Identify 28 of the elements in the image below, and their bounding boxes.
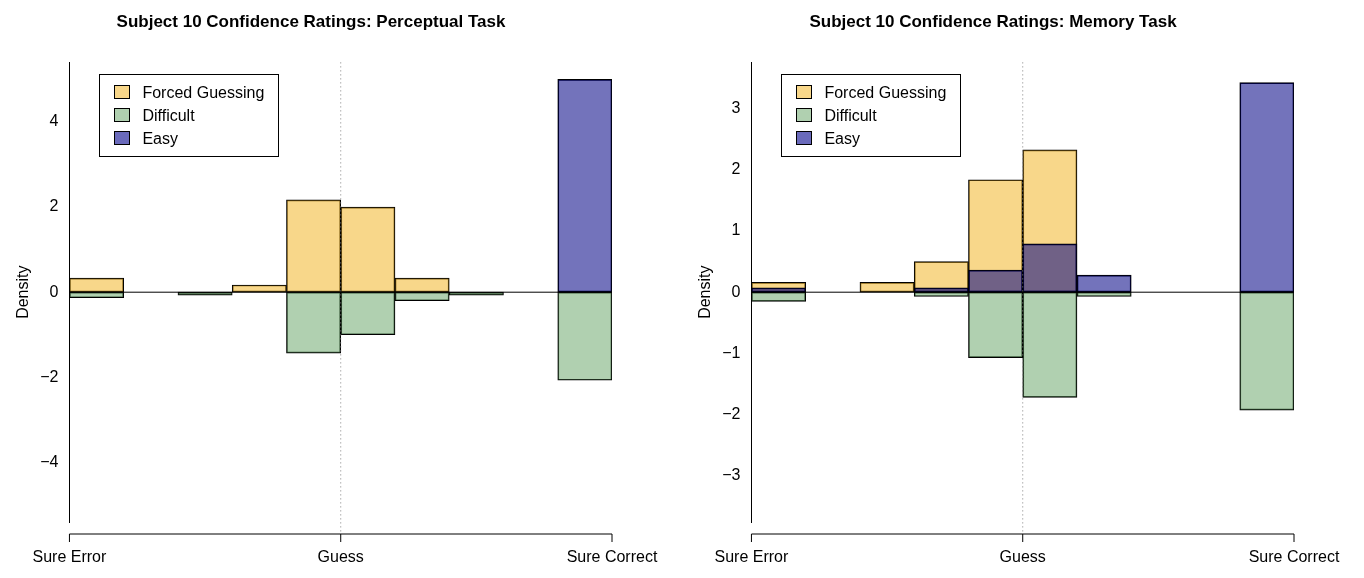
y-tick-label: 0	[49, 282, 59, 300]
y-tick-label: 2	[49, 197, 59, 215]
y-tick-label: 2	[731, 160, 741, 178]
text: Guess	[999, 548, 1046, 566]
y-tick-label: −2	[40, 367, 59, 385]
legend-label: Easy	[824, 130, 861, 148]
y-tick-label: 3	[731, 99, 741, 117]
legend-label: Difficult	[824, 107, 877, 125]
y-tick-label: −3	[722, 465, 741, 483]
legend-label: Forced Guessing	[142, 84, 265, 102]
text: Sure Correct	[1248, 548, 1340, 566]
text: Sure Correct	[566, 548, 658, 566]
y-tick-label: −4	[40, 452, 59, 470]
text: Sure Error	[32, 548, 108, 566]
chart-title: Subject 10 Confidence Ratings: Memory Task	[809, 11, 1178, 31]
y-axis-title: Density	[696, 265, 714, 319]
y-tick-label: −1	[722, 343, 741, 361]
y-axis-title: Density	[14, 265, 32, 319]
y-tick-label: −2	[722, 404, 741, 422]
y-tick-label: 0	[731, 282, 741, 300]
y-tick-label: 1	[731, 221, 741, 239]
legend-label: Easy	[142, 130, 179, 148]
text: Guess	[317, 548, 364, 566]
text: Sure Error	[714, 548, 790, 566]
legend-label: Forced Guessing	[824, 84, 947, 102]
chart-title: Subject 10 Confidence Ratings: Perceptual Task	[116, 11, 506, 31]
legend-label: Difficult	[142, 107, 195, 125]
y-tick-label: 4	[49, 112, 59, 130]
